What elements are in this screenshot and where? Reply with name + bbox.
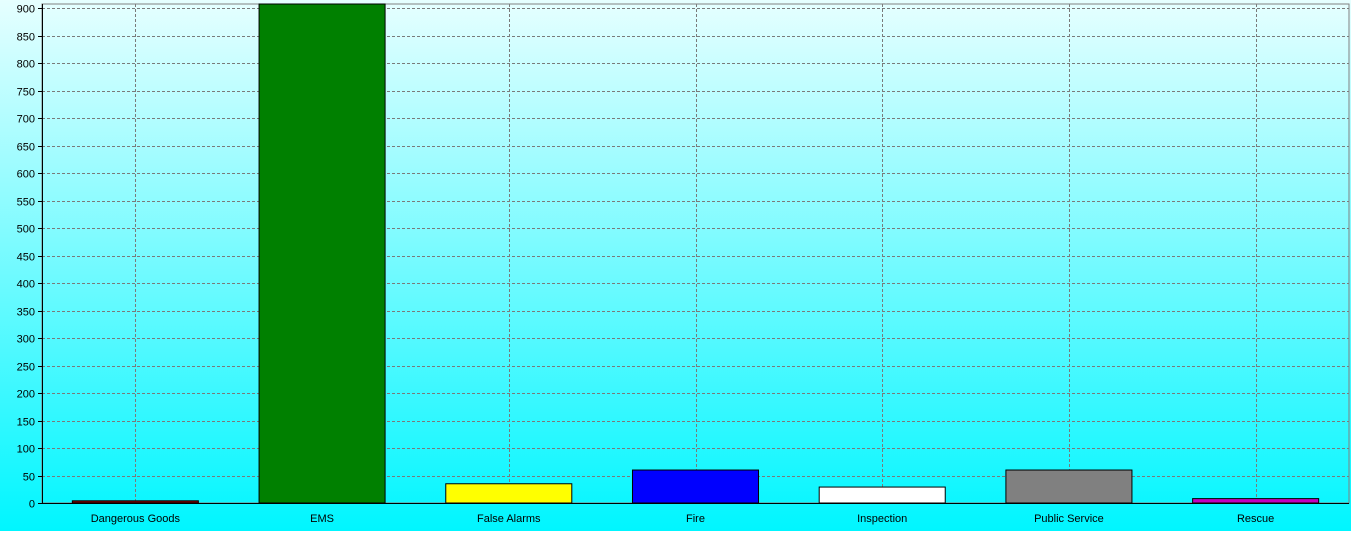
y-tick-label: 50 xyxy=(23,472,35,484)
x-tick-label: Rescue xyxy=(1237,513,1274,525)
x-tick-labels: Dangerous Goods EMS False Alarms Fire Inspec… xyxy=(91,513,1275,525)
y-tick-label: 450 xyxy=(17,252,35,264)
y-tick-label: 900 xyxy=(17,4,35,16)
y-tick-label: 100 xyxy=(17,444,35,456)
y-tick-label: 300 xyxy=(17,334,35,346)
bars xyxy=(71,3,1320,504)
y-tick-label: 350 xyxy=(17,307,35,319)
bar-ems xyxy=(258,3,386,504)
bar-dangerous-goods xyxy=(71,500,199,504)
y-tick-label: 400 xyxy=(17,279,35,291)
y-tick-label: 200 xyxy=(17,389,35,401)
y-tick-label: 150 xyxy=(17,417,35,429)
y-tick-label: 700 xyxy=(17,114,35,126)
y-tick-label: 250 xyxy=(17,362,35,374)
y-tick-label: 750 xyxy=(17,87,35,99)
y-tick-label: 0 xyxy=(29,499,35,511)
y-tick-label: 500 xyxy=(17,224,35,236)
bar-fire xyxy=(631,469,760,504)
x-tick-label: Public Service xyxy=(1034,513,1104,525)
x-tick-label: EMS xyxy=(310,513,334,525)
y-tick-label: 650 xyxy=(17,142,35,154)
y-tick-label: 600 xyxy=(17,169,35,181)
bar-false-alarms xyxy=(445,483,573,504)
bar-rescue xyxy=(1192,498,1320,504)
x-tick-label: False Alarms xyxy=(477,513,541,525)
x-tick-label: Dangerous Goods xyxy=(91,513,181,525)
bar-public-service xyxy=(1005,469,1133,504)
y-tick-label: 550 xyxy=(17,197,35,209)
x-tick-label: Inspection xyxy=(857,513,907,525)
x-tick-label: Fire xyxy=(686,513,705,525)
y-tick-label: 800 xyxy=(17,59,35,71)
y-tick-label: 850 xyxy=(17,32,35,44)
bar-inspection xyxy=(818,486,946,504)
y-tick-labels: 0 50 100 150 200 250 300 350 400 450 500 550 600 650 7… xyxy=(17,4,35,511)
